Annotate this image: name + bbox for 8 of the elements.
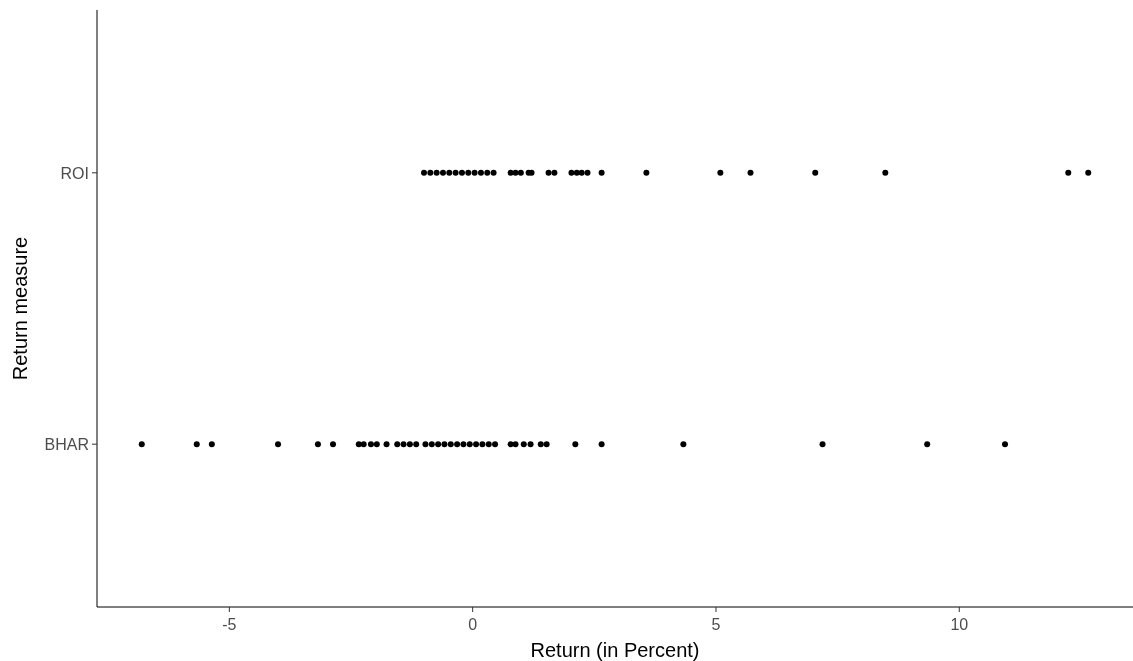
x-tick-label: 0 [468, 616, 478, 633]
x-tick-label: -5 [222, 616, 237, 633]
y-tick-label: BHAR [44, 436, 89, 454]
y-tick-label: ROI [60, 164, 89, 182]
x-axis-title: Return (in Percent) [530, 639, 700, 661]
y-axis-title: Return measure [9, 236, 31, 381]
x-tick-label: 10 [950, 616, 969, 633]
x-tick-label: 5 [711, 616, 721, 633]
